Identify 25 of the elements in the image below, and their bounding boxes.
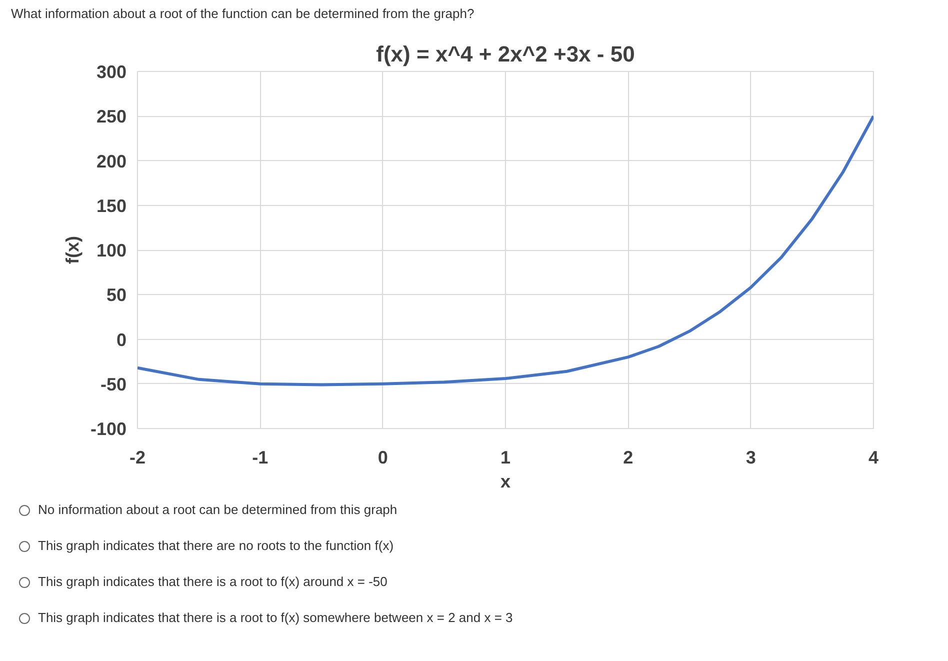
- x-tick-label: 0: [378, 448, 388, 468]
- chart-title: f(x) = x^4 + 2x^2 +3x - 50: [376, 42, 635, 66]
- y-tick-label: 50: [106, 285, 127, 306]
- text: This graph indicates that there is a root to f(x) somewhere between x = 2 and x = 3: [37, 609, 513, 627]
- text: What information about a root of the function can be determined from the graph?: [11, 5, 474, 23]
- y-tick-label: -100: [90, 419, 127, 439]
- y-axis-title: f(x): [62, 236, 82, 264]
- line-series: [138, 114, 874, 386]
- y-tick-label: 100: [96, 240, 127, 260]
- x-axis-title: x: [500, 472, 511, 492]
- x-tick-label: -1: [252, 448, 268, 468]
- y-tick-label: 300: [96, 62, 127, 82]
- text: This graph indicates that there are no roots to the function f(x): [37, 537, 394, 555]
- x-tick-label: 4: [868, 448, 879, 468]
- x-tick-label: 3: [746, 448, 756, 468]
- y-tick-label: 0: [116, 330, 127, 350]
- text: No information about a root can be determined from this graph: [37, 501, 398, 519]
- x-tick-label: 2: [623, 448, 634, 468]
- y-tick-label: 250: [96, 106, 127, 127]
- x-tick-label: 1: [500, 448, 511, 468]
- y-tick-label: 200: [96, 151, 127, 172]
- y-tick-label: -50: [100, 374, 126, 394]
- y-tick-label: 150: [96, 196, 127, 216]
- x-tick-label: -2: [130, 448, 146, 468]
- text: This graph indicates that there is a root to f(x) around x = -50: [37, 573, 388, 591]
